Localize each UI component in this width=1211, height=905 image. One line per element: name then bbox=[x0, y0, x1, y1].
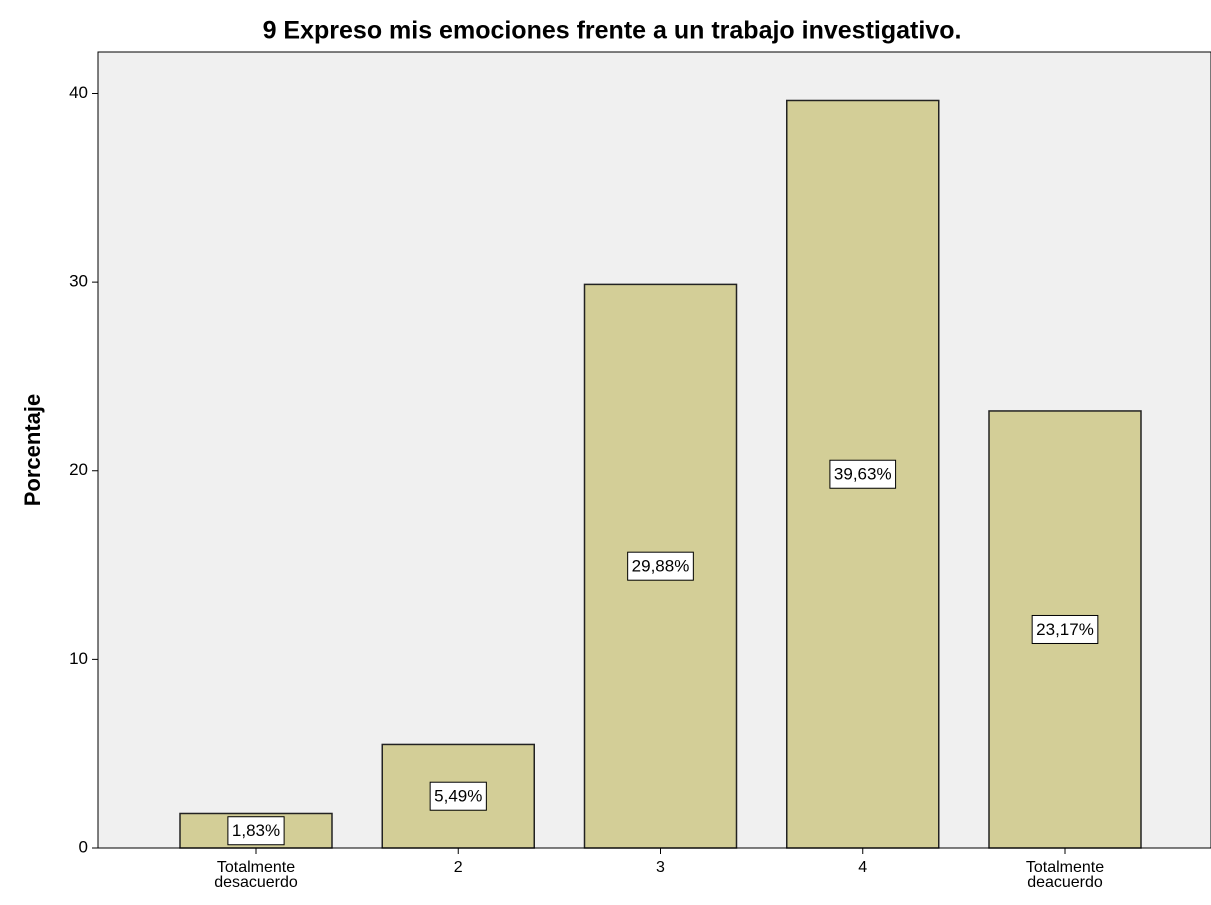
data-label-box bbox=[1031, 614, 1099, 644]
x-tick-label: 4 bbox=[858, 860, 868, 876]
y-axis-label: Porcentaje bbox=[20, 394, 45, 507]
chart-title: 9 Expreso mis emociones frente a un trab… bbox=[263, 17, 962, 45]
y-tick-label: 10 bbox=[69, 649, 88, 668]
data-label: 1,83% bbox=[232, 821, 280, 840]
data-label: 29,88% bbox=[632, 557, 690, 576]
data-label-box bbox=[227, 816, 285, 846]
x-tick-label-box: Totalmente desacuerdo bbox=[214, 860, 298, 891]
y-tick-label: 0 bbox=[79, 837, 88, 856]
data-label-box bbox=[429, 781, 487, 811]
y-tick-label: 20 bbox=[69, 460, 88, 479]
data-label: 39,63% bbox=[834, 465, 892, 484]
x-tick-label-box: 3 bbox=[656, 860, 665, 876]
x-tick-label: 2 bbox=[453, 860, 463, 876]
x-tick-label: 3 bbox=[656, 860, 665, 876]
x-tick-label: Totalmente deacuerdo bbox=[1025, 860, 1105, 891]
x-tick-label-box: Totalmente deacuerdo bbox=[1025, 860, 1105, 891]
y-tick-label: 30 bbox=[69, 272, 88, 291]
x-tick-label-box: 2 bbox=[453, 860, 463, 876]
x-tick-label: Totalmente desacuerdo bbox=[214, 860, 298, 891]
y-tick-label: 40 bbox=[69, 83, 88, 102]
data-label: 5,49% bbox=[434, 787, 482, 806]
data-label: 23,17% bbox=[1036, 620, 1094, 639]
data-label-box bbox=[627, 551, 694, 581]
x-tick-label-box: 4 bbox=[858, 860, 868, 876]
data-label-box bbox=[829, 459, 897, 489]
